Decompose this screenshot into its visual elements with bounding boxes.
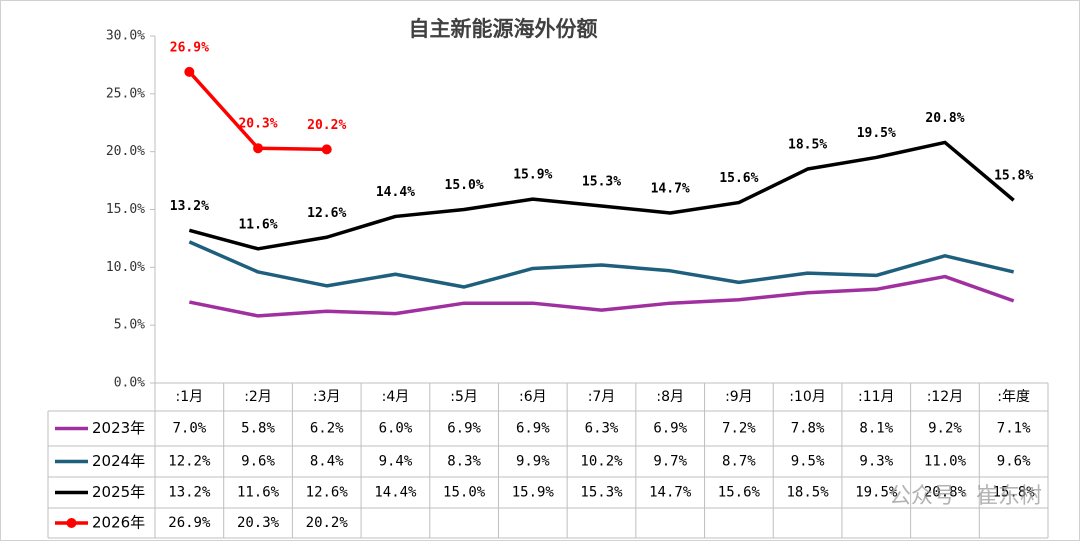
x-tick-label: :10月 (789, 389, 826, 405)
data-label: 15.0% (445, 178, 484, 193)
data-label: 15.3% (582, 175, 621, 190)
data-label: 19.5% (857, 126, 896, 141)
table-cell: 9.7% (653, 454, 687, 470)
data-label: 14.7% (651, 181, 690, 196)
table-cell: 19.5% (855, 485, 898, 501)
series-line (188, 140, 1015, 251)
table-cell: 9.9% (516, 454, 550, 470)
x-tick-label: :6月 (519, 389, 547, 405)
table-cell: 15.0% (443, 485, 486, 501)
series-line (188, 240, 1015, 289)
table-cell: 13.2% (168, 485, 211, 501)
table-cell: 11.0% (924, 454, 967, 470)
table-cell: 15.3% (580, 485, 623, 501)
table-cell: 9.2% (928, 421, 962, 437)
legend-label: 2025年 (92, 483, 145, 501)
y-tick-label: 25.0% (106, 86, 145, 101)
series-line (188, 274, 1015, 318)
y-tick-label: 0.0% (114, 376, 145, 391)
table-cell: 7.1% (997, 421, 1031, 437)
data-label: 11.6% (238, 217, 277, 232)
data-label: 15.9% (513, 168, 552, 183)
table-cell: 12.6% (306, 485, 349, 501)
table-cell: 6.9% (516, 421, 550, 437)
table-cell: 9.6% (997, 454, 1031, 470)
marker (321, 144, 332, 155)
table-cell: 9.5% (791, 454, 825, 470)
table-cell: 7.0% (172, 421, 206, 437)
table-cell: 6.9% (447, 421, 481, 437)
table-cell: 7.8% (791, 421, 825, 437)
table-cell: 15.8% (993, 485, 1036, 501)
x-tick-label: :11月 (858, 389, 895, 405)
x-tick-label: :7月 (588, 389, 616, 405)
x-tick-label: :8月 (656, 389, 684, 405)
table-cell: 10.2% (580, 454, 623, 470)
table-cell: 6.2% (310, 421, 344, 437)
x-tick-label: :9月 (725, 389, 753, 405)
data-label: 12.6% (307, 206, 346, 221)
x-tick-label: :年度 (997, 389, 1030, 405)
table-cell: 8.1% (859, 421, 893, 437)
x-tick-label: :2月 (244, 389, 272, 405)
y-tick-label: 30.0% (106, 29, 145, 44)
marker (253, 143, 264, 154)
data-label: 20.3% (238, 117, 277, 132)
table-cell: 5.8% (241, 421, 275, 437)
x-tick-label: :12月 (927, 389, 964, 405)
legend-label: 2023年 (92, 419, 145, 437)
x-tick-label: :3月 (313, 389, 341, 405)
marker (184, 66, 195, 77)
y-tick-label: 20.0% (106, 144, 145, 159)
data-label: 14.4% (376, 185, 415, 200)
legend-marker (66, 518, 77, 528)
table-cell: 6.0% (379, 421, 413, 437)
x-tick-label: :4月 (382, 389, 410, 405)
x-tick-label: :1月 (176, 389, 204, 405)
table-cell: 7.2% (722, 421, 756, 437)
y-tick-label: 5.0% (114, 318, 145, 333)
table-cell: 11.6% (237, 485, 280, 501)
table-cell: 8.3% (447, 454, 481, 470)
table-cell: 12.2% (168, 454, 211, 470)
table-cell: 18.5% (786, 485, 829, 501)
table-cell: 9.4% (379, 454, 413, 470)
data-label: 13.2% (170, 199, 209, 214)
data-label: 26.9% (170, 40, 209, 55)
table-cell: 26.9% (168, 515, 211, 531)
table-cell: 8.7% (722, 454, 756, 470)
table-cell: 20.2% (306, 515, 349, 531)
table-cell: 6.3% (585, 421, 619, 437)
watermark: 公众号 · 崔东树 (889, 484, 1042, 509)
table-cell: 14.4% (374, 485, 417, 501)
table-cell: 14.7% (649, 485, 692, 501)
table-cell: 15.6% (718, 485, 761, 501)
data-label: 15.6% (719, 171, 758, 186)
x-tick-label: :5月 (450, 389, 478, 405)
y-tick-label: 10.0% (106, 260, 145, 275)
legend-label: 2026年 (92, 514, 145, 532)
table-cell: 9.3% (859, 454, 893, 470)
table-cell: 15.9% (512, 485, 555, 501)
data-label: 20.2% (307, 118, 346, 133)
table-cell: 20.3% (237, 515, 280, 531)
table-cell: 6.9% (653, 421, 687, 437)
y-tick-label: 15.0% (106, 202, 145, 217)
chart-title: 自主新能源海外份额 (409, 17, 598, 41)
table-cell: 8.4% (310, 454, 344, 470)
legend-label: 2024年 (92, 452, 145, 470)
table-cell: 20.8% (924, 485, 967, 501)
data-label: 18.5% (788, 138, 827, 153)
table-cell: 9.6% (241, 454, 275, 470)
data-label: 20.8% (925, 111, 964, 126)
data-label: 15.8% (994, 169, 1033, 184)
